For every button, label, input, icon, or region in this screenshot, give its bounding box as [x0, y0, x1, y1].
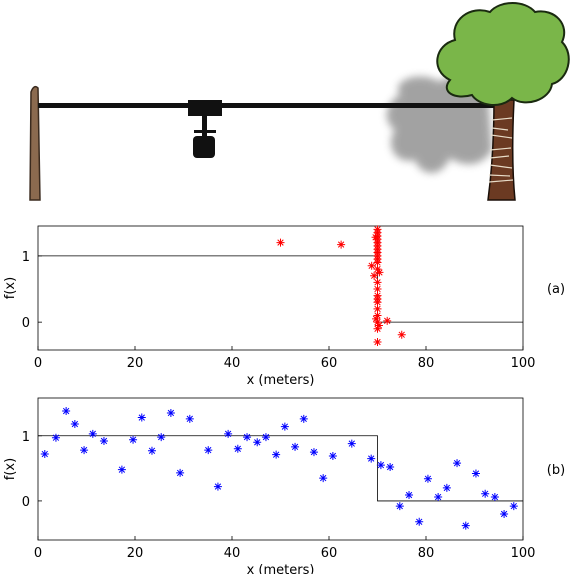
point	[453, 459, 461, 467]
reference-line	[38, 256, 523, 322]
point	[396, 502, 404, 510]
point	[234, 445, 242, 453]
point	[148, 447, 156, 455]
point	[157, 433, 165, 441]
point	[89, 430, 97, 438]
point	[370, 272, 378, 280]
panel-annotation: (a)	[547, 282, 565, 297]
x-tick-label: 40	[224, 356, 241, 371]
point	[472, 470, 480, 478]
point	[272, 451, 280, 459]
point	[374, 325, 382, 333]
point	[71, 420, 79, 428]
point	[510, 502, 518, 510]
point	[337, 241, 345, 249]
reference-line	[38, 436, 523, 501]
y-tick-label: 1	[22, 430, 30, 445]
x-tick-label: 100	[511, 546, 536, 561]
point	[348, 440, 356, 448]
y-tick-label: 1	[22, 250, 30, 265]
point	[138, 414, 146, 422]
x-tick-label: 80	[418, 356, 435, 371]
point	[291, 443, 299, 451]
point	[367, 455, 375, 463]
point	[443, 484, 451, 492]
x-axis-label: x (meters)	[247, 373, 315, 388]
point	[329, 452, 337, 460]
y-tick-label: 0	[22, 316, 30, 331]
point	[375, 321, 383, 329]
x-tick-label: 40	[224, 546, 241, 561]
point	[386, 463, 394, 471]
y-axis-label: f(x)	[3, 277, 18, 299]
point	[398, 331, 406, 339]
point	[481, 490, 489, 498]
point	[500, 510, 508, 518]
point	[262, 433, 270, 441]
point	[118, 466, 126, 474]
point	[462, 522, 470, 530]
y-tick-label: 0	[22, 495, 30, 510]
sensor-arm	[194, 130, 216, 133]
point	[310, 448, 318, 456]
point	[281, 423, 289, 431]
point	[204, 446, 212, 454]
point	[52, 434, 60, 442]
illustration	[30, 3, 569, 200]
x-axis-label: x (meters)	[247, 563, 315, 574]
x-tick-label: 80	[418, 546, 435, 561]
tree-crown	[437, 3, 569, 105]
panel-annotation: (b)	[547, 463, 565, 478]
point	[300, 415, 308, 423]
point	[374, 338, 382, 346]
point	[253, 438, 261, 446]
sensor-head	[193, 136, 215, 158]
point	[377, 461, 385, 469]
x-tick-label: 20	[127, 546, 144, 561]
x-tick-label: 20	[127, 356, 144, 371]
point	[491, 493, 499, 501]
figure: 0 20 40 60 80 100 0 1 x (meters) f(x) (a) 0 20 40 60 80…	[0, 0, 576, 574]
y-axis-label: f(x)	[3, 458, 18, 480]
x-tick-label: 0	[34, 546, 42, 561]
point	[368, 262, 376, 270]
point	[62, 407, 70, 415]
chart: 0 20 40 60 80 100 0 1 x (meters) f(x) (a)	[3, 225, 565, 388]
plot-frame	[38, 398, 523, 540]
point	[375, 268, 383, 276]
point	[214, 483, 222, 491]
chart: 0 20 40 60 80 100 0 1 x (meters) f(x) (b)	[3, 398, 565, 574]
point	[383, 317, 391, 325]
point	[186, 415, 194, 423]
x-tick-label: 60	[321, 546, 338, 561]
point	[277, 239, 285, 247]
x-tick-label: 60	[321, 356, 338, 371]
sensor-carriage	[188, 100, 222, 116]
point	[80, 446, 88, 454]
x-tick-label: 0	[34, 356, 42, 371]
point	[405, 491, 413, 499]
point	[129, 436, 137, 444]
point	[41, 450, 49, 458]
point	[243, 433, 251, 441]
point	[319, 474, 327, 482]
point	[372, 233, 380, 241]
point	[224, 430, 232, 438]
point	[415, 518, 423, 526]
rail	[38, 103, 500, 108]
point	[100, 437, 108, 445]
point	[176, 469, 184, 477]
point	[434, 493, 442, 501]
x-tick-label: 100	[511, 356, 536, 371]
point	[424, 475, 432, 483]
point	[167, 409, 175, 417]
